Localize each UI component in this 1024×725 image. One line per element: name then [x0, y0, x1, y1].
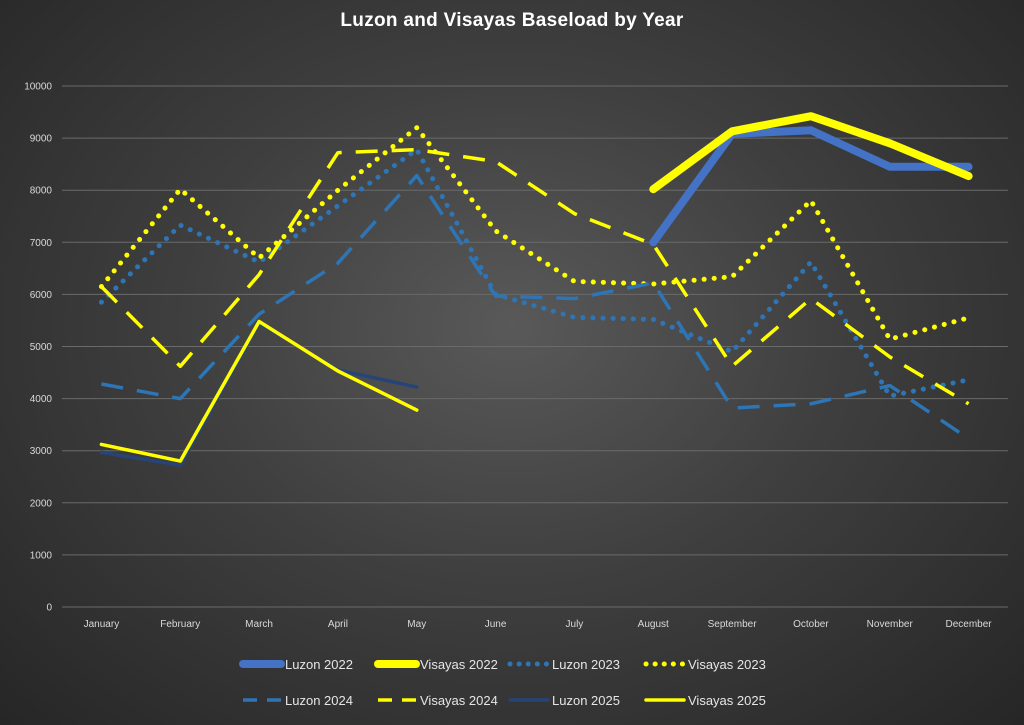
legend-label: Visayas 2024	[420, 693, 498, 708]
legend: Luzon 2022 Visayas 2022 Luzon 2023 Visayas …	[239, 657, 766, 708]
series-visayas-2023	[98, 125, 972, 342]
legend-label: Visayas 2023	[688, 657, 766, 672]
series-lines	[98, 112, 973, 468]
y-tick-label: 4000	[30, 394, 53, 405]
series-visayas-2022	[649, 112, 973, 194]
series-line	[100, 147, 970, 406]
legend-item: Visayas 2024	[378, 693, 498, 708]
legend-label: Visayas 2022	[420, 657, 498, 672]
legend-label: Luzon 2022	[285, 657, 353, 672]
x-tick-label: February	[160, 619, 200, 630]
legend-item: Luzon 2023	[507, 657, 620, 672]
series-line	[649, 112, 973, 194]
y-tick-label: 8000	[30, 186, 53, 197]
legend-label: Luzon 2025	[552, 693, 620, 708]
series-line	[649, 126, 973, 247]
series-line	[99, 319, 419, 463]
y-tick-label: 10000	[24, 82, 52, 93]
series-line	[98, 147, 972, 399]
x-tick-label: December	[946, 619, 993, 630]
gridlines	[62, 85, 1008, 608]
x-tick-label: June	[485, 619, 507, 630]
legend-item: Visayas 2022	[374, 657, 498, 672]
legend-item: Luzon 2022	[239, 657, 353, 672]
x-tick-label: May	[407, 619, 426, 630]
y-tick-label: 3000	[30, 446, 53, 457]
x-tick-label: January	[84, 619, 120, 630]
x-tick-label: August	[638, 619, 669, 630]
y-tick-label: 5000	[30, 342, 53, 353]
series-visayas-2025	[99, 319, 419, 463]
series-line	[98, 125, 972, 342]
series-luzon-2022	[649, 126, 973, 247]
legend-item: Visayas 2023	[643, 657, 766, 672]
y-tick-label: 0	[46, 603, 52, 614]
chart-title: Luzon and Visayas Baseload by Year	[340, 10, 684, 31]
legend-label: Visayas 2025	[688, 693, 766, 708]
y-tick-label: 2000	[30, 498, 53, 509]
x-tick-label: July	[566, 619, 584, 630]
legend-item: Luzon 2025	[508, 693, 620, 708]
legend-item: Visayas 2025	[644, 693, 766, 708]
y-axis-ticks: 0 1000 2000 3000 4000 5000 6000 7000 8000 9000 100…	[24, 82, 52, 614]
series-line	[101, 173, 970, 441]
y-tick-label: 7000	[30, 238, 53, 249]
x-tick-label: November	[867, 619, 914, 630]
y-tick-label: 1000	[30, 550, 53, 561]
x-tick-label: September	[708, 619, 758, 630]
series-visayas-2024	[100, 147, 970, 406]
legend-label: Luzon 2024	[285, 693, 353, 708]
x-tick-label: March	[245, 619, 273, 630]
y-tick-label: 9000	[30, 134, 53, 145]
x-axis-ticks: January February March April May June July Augu…	[84, 619, 993, 630]
series-luzon-2024	[101, 173, 970, 441]
x-tick-label: April	[328, 619, 348, 630]
legend-item: Luzon 2024	[243, 693, 353, 708]
y-tick-label: 6000	[30, 290, 53, 301]
series-luzon-2023	[98, 147, 972, 399]
x-tick-label: October	[793, 619, 829, 630]
legend-label: Luzon 2023	[552, 657, 620, 672]
